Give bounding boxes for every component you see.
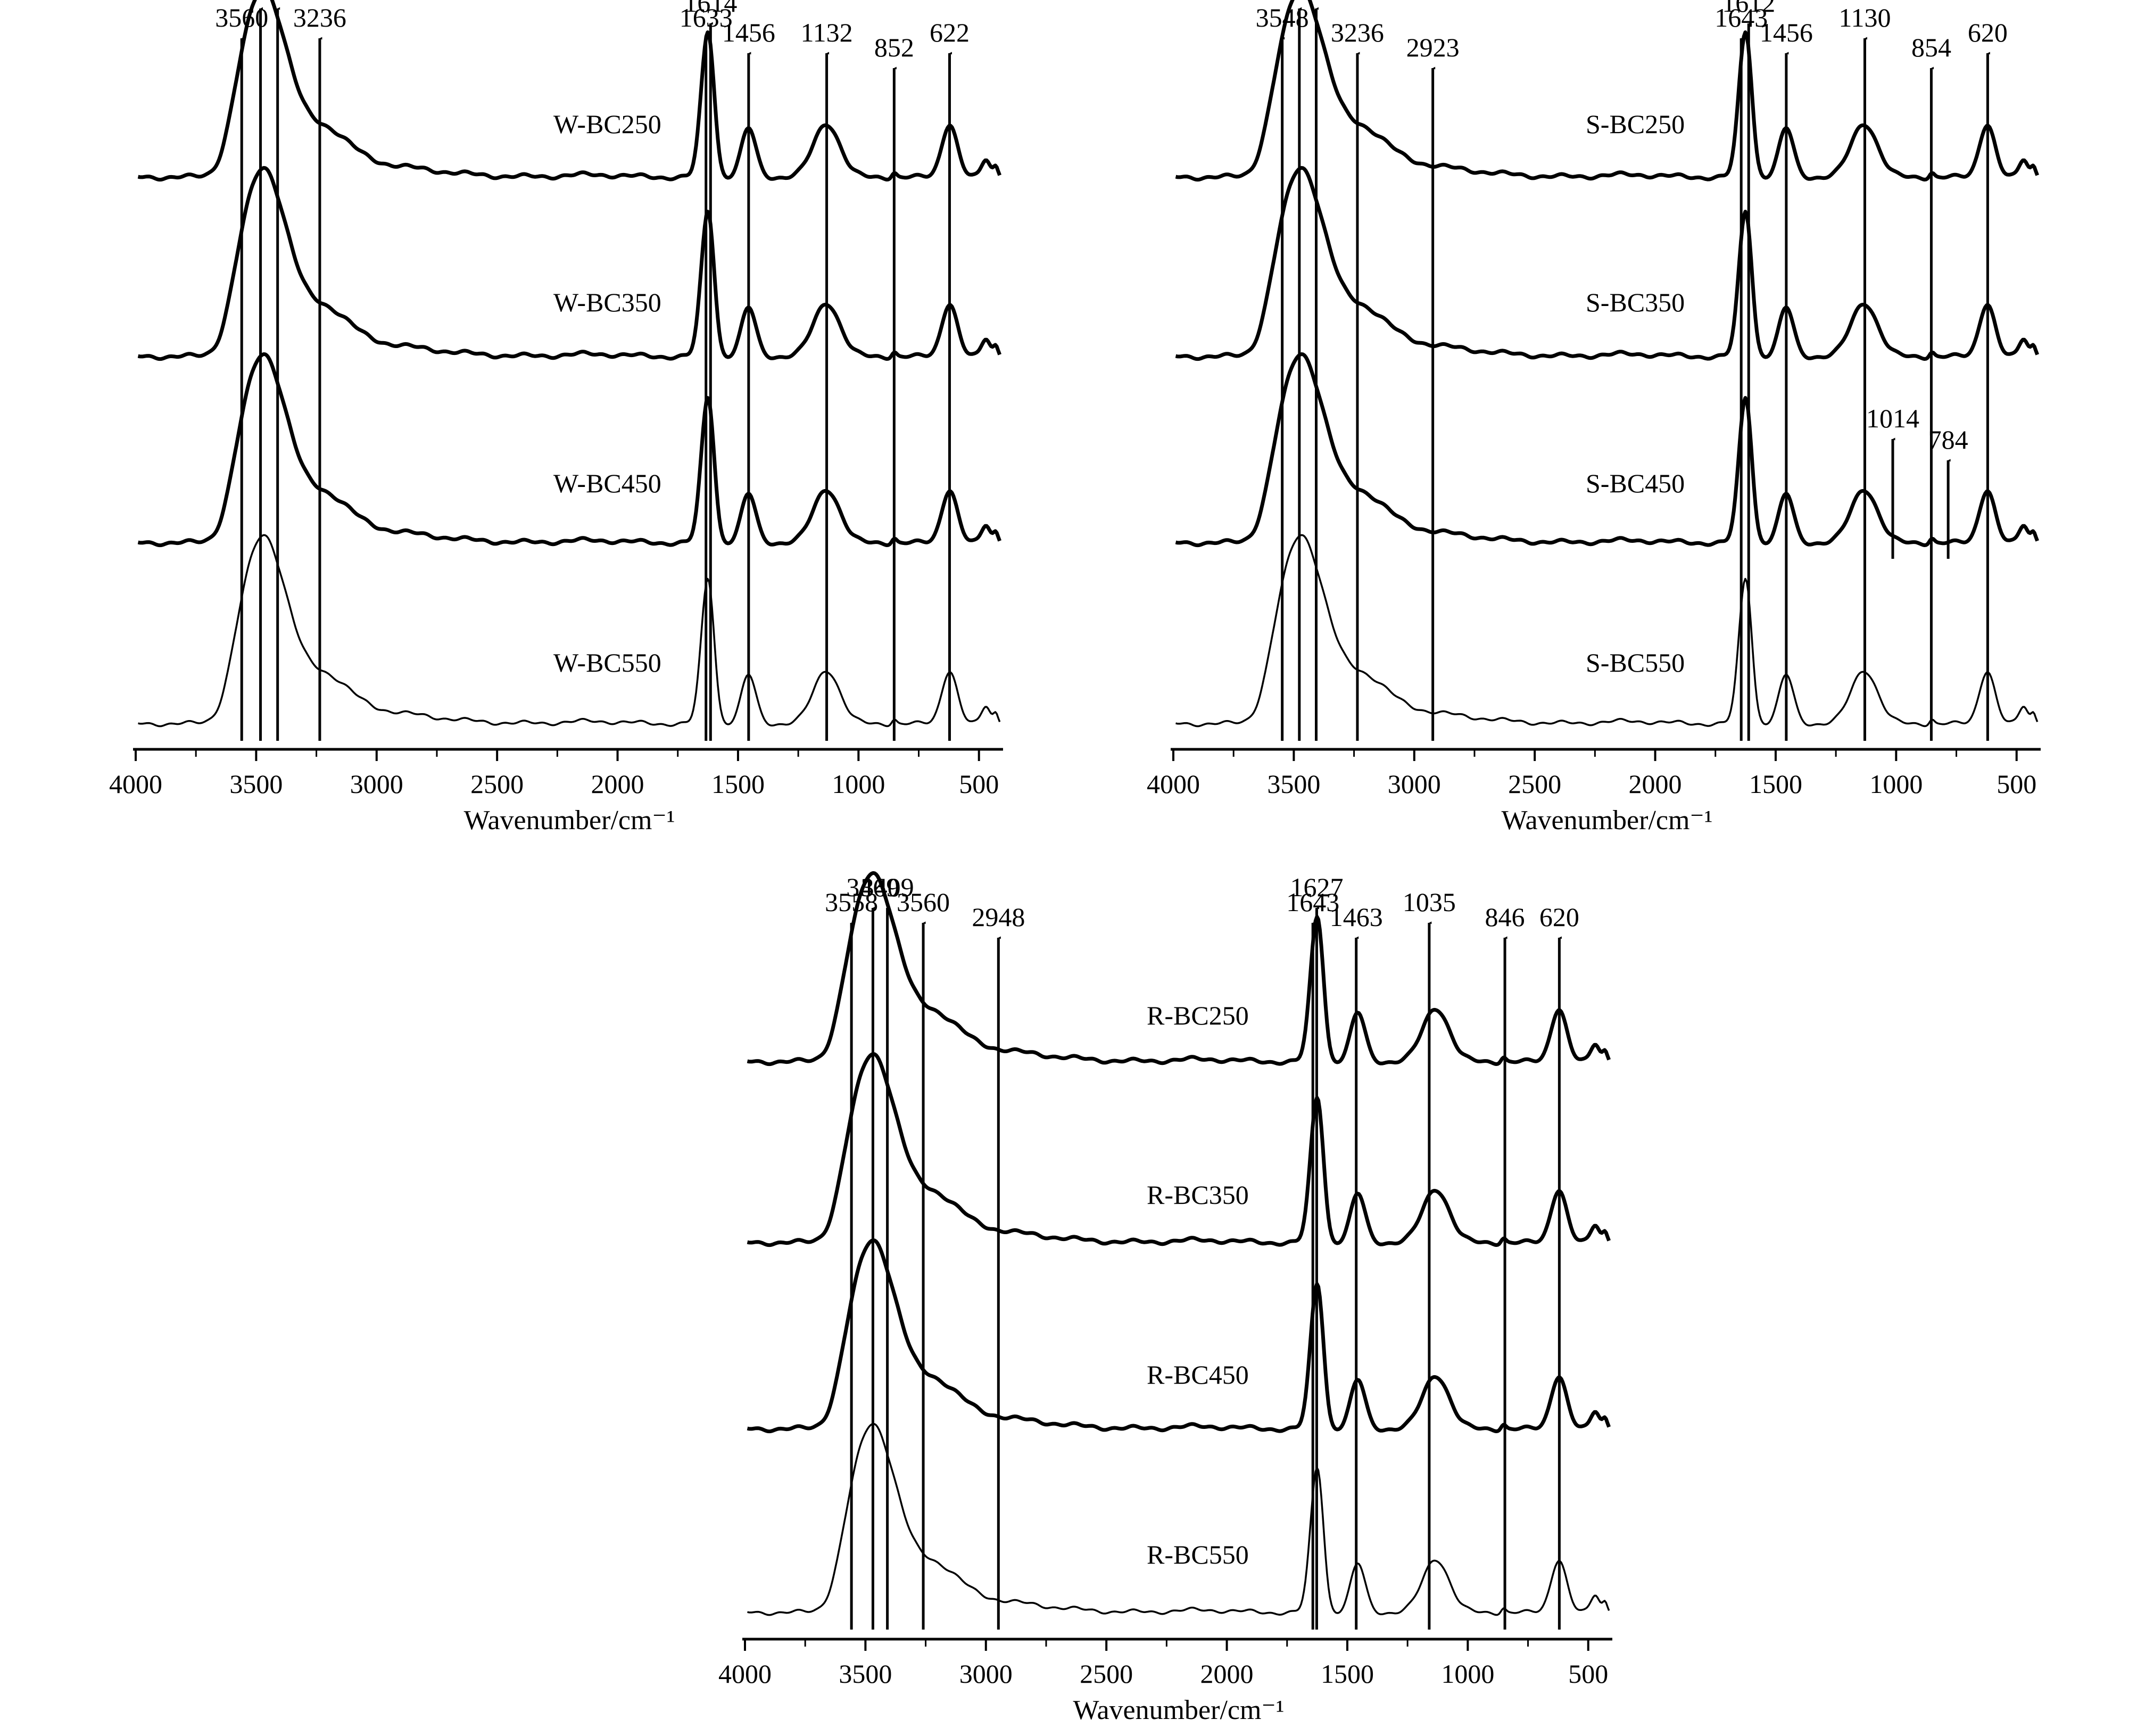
x-axis-title: Wavenumber/cm⁻¹ <box>1502 805 1713 836</box>
x-tick-label: 3500 <box>229 769 283 799</box>
x-tick-label: 4000 <box>718 1659 772 1689</box>
peak-label: 3236 <box>293 3 346 32</box>
x-tick-label: 4000 <box>109 769 162 799</box>
peak-label: 852 <box>874 32 914 62</box>
peak-label: 620 <box>1539 902 1579 932</box>
spectrum-line <box>138 534 1001 728</box>
series-label: S-BC350 <box>1586 287 1685 317</box>
x-tick-label: 1000 <box>832 769 885 799</box>
peak-label: 1614 <box>684 0 737 18</box>
peak-label: 1633 <box>680 3 733 32</box>
x-tick-label: 1500 <box>1321 1659 1374 1689</box>
x-tick-label: 500 <box>1997 769 2036 799</box>
x-tick-label: 3500 <box>839 1659 892 1689</box>
x-tick-label: 1000 <box>1441 1659 1494 1689</box>
series-label: R-BC550 <box>1147 1540 1249 1569</box>
peak-label: 1035 <box>1403 887 1456 917</box>
peak-label: 784 <box>1928 425 1968 454</box>
x-tick-label: 2500 <box>1508 769 1561 799</box>
x-tick-label: 2000 <box>1629 769 1682 799</box>
peak-label: 3482 <box>234 0 287 3</box>
peak-label: 3411 <box>252 0 304 3</box>
series-label: R-BC350 <box>1147 1180 1249 1210</box>
peak-label: 3236 <box>1331 18 1384 47</box>
spectrum-line <box>137 0 1001 182</box>
x-tick-label: 3500 <box>1267 769 1320 799</box>
peak-label: 1627 <box>1290 872 1343 902</box>
x-axis-title: Wavenumber/cm⁻¹ <box>1073 1695 1285 1725</box>
peak-label: 3409 <box>861 872 914 902</box>
spectrum-line <box>1175 352 2039 548</box>
peak-label: 2948 <box>972 902 1025 932</box>
panel-w-biochar: 4000 3500 3000 2500 2000 1500 1000 500 Wavenumbe… <box>109 0 1003 836</box>
x-axis-title: Wavenumber/cm⁻¹ <box>464 805 675 836</box>
x-tick-label: 1000 <box>1869 769 1923 799</box>
spectrum-line <box>1175 166 2039 361</box>
peak-label: 620 <box>1968 18 2008 47</box>
series-label: W-BC550 <box>553 648 661 677</box>
spectrum-line <box>747 1052 1611 1247</box>
series-label: R-BC450 <box>1147 1360 1249 1390</box>
peak-label: 1456 <box>722 18 775 47</box>
peak-label: 1643 <box>1714 3 1768 32</box>
spectrum-line <box>747 871 1611 1067</box>
spectrum-line <box>1175 0 2039 182</box>
peak-label: 1643 <box>1286 887 1339 917</box>
peak-label: 3477 <box>1273 0 1326 3</box>
x-tick-label: 3000 <box>350 769 403 799</box>
peak-label: 1456 <box>1760 18 1813 47</box>
series-label: S-BC450 <box>1586 468 1685 498</box>
spectrum-line <box>747 1423 1610 1616</box>
x-tick-label: 4000 <box>1147 769 1200 799</box>
x-tick-label: 3000 <box>1388 769 1441 799</box>
peak-label: 854 <box>1911 32 1951 62</box>
panel-s-biochar: 4000 3500 3000 2500 2000 1500 1000 500 Wavenumbe… <box>1147 0 2041 836</box>
peak-label: 3407 <box>1289 0 1343 3</box>
x-tick-label: 2000 <box>1200 1659 1254 1689</box>
series-label: R-BC250 <box>1147 1001 1249 1030</box>
x-tick-label: 500 <box>959 769 999 799</box>
series-label: S-BC550 <box>1586 648 1685 677</box>
series-label: W-BC350 <box>553 287 661 317</box>
x-tick-label: 1500 <box>1749 769 1802 799</box>
peak-label: 622 <box>930 18 970 47</box>
peak-label: 1132 <box>800 18 852 47</box>
x-tick-label: 2000 <box>591 769 644 799</box>
spectrum-line <box>747 1238 1611 1434</box>
peak-label: 1014 <box>1866 403 1919 433</box>
peak-label: 3548 <box>1256 3 1309 32</box>
peak-label: 3558 <box>825 887 878 917</box>
x-tick-label: 500 <box>1568 1659 1608 1689</box>
x-tick-label: 1500 <box>711 769 765 799</box>
spectrum-line <box>137 352 1001 548</box>
x-tick-label: 2500 <box>1080 1659 1133 1689</box>
peak-label: 3560 <box>897 887 950 917</box>
peak-label: 2923 <box>1406 32 1460 62</box>
series-label: W-BC250 <box>553 109 661 139</box>
panel-r-biochar: 4000 3500 3000 2500 2000 1500 1000 500 Wavenumbe… <box>718 871 1612 1725</box>
spectrum-line <box>137 166 1001 361</box>
series-label: W-BC450 <box>553 468 661 498</box>
series-label: S-BC250 <box>1586 109 1685 139</box>
peak-label: 846 <box>1485 902 1525 932</box>
x-tick-label: 2500 <box>470 769 524 799</box>
spectrum-line <box>1175 534 2039 728</box>
peak-label: 1612 <box>1722 0 1775 18</box>
peak-label: 1463 <box>1330 902 1383 932</box>
peak-label: 3469 <box>846 872 899 902</box>
peak-label: 1130 <box>1838 3 1891 32</box>
x-tick-label: 3000 <box>959 1659 1013 1689</box>
